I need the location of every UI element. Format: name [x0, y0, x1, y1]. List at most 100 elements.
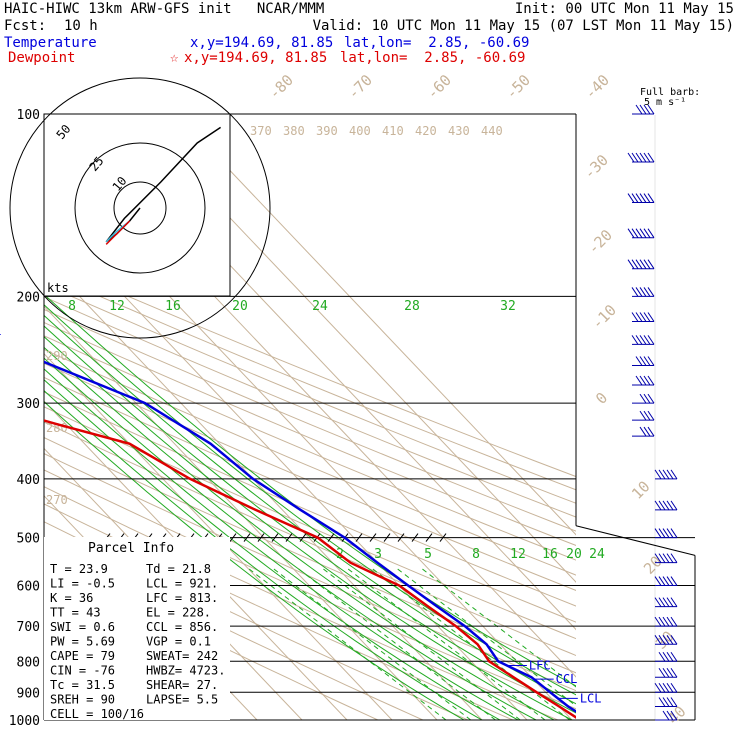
wind-barb-flag — [647, 426, 655, 437]
wind-barb-flag — [654, 500, 662, 511]
wind-barb-flag — [647, 152, 655, 163]
pressure-axis: 100 200 300 400 500 600 700 800 900 1000 — [9, 108, 40, 729]
dewpoint-latlon: lat,lon= 2.85, -60.69 — [340, 50, 526, 66]
wind-barb-flag — [631, 228, 639, 238]
mixing-ratio-line — [419, 567, 576, 688]
wind-barb-flag — [631, 287, 639, 297]
wind-barb-flag — [666, 710, 674, 721]
tick-hatch — [425, 533, 433, 542]
right-slant — [575, 525, 696, 556]
isotherm-label-right: -10 — [588, 301, 620, 333]
dry-adiabat — [44, 296, 576, 518]
wind-barb-flag — [666, 682, 674, 693]
mixing-ratio-label: 24 — [589, 547, 605, 562]
theta-label: 400 — [349, 124, 371, 138]
wind-barb-flag — [643, 426, 651, 437]
wind-barb-flag — [658, 667, 666, 678]
isotherm-label-top: -80 — [265, 71, 297, 103]
theta-label: 390 — [316, 124, 338, 138]
dry-adiabat — [44, 376, 576, 607]
parcel-info-left: TT = 43 — [50, 606, 101, 620]
isotherm-label-top: -40 — [581, 71, 613, 103]
tick-hatch — [257, 533, 265, 542]
wind-barb-flag — [639, 259, 647, 269]
tick-hatch — [285, 533, 293, 542]
tick-hatch — [439, 533, 447, 542]
parcel-info-left: T = 23.9 — [50, 562, 108, 576]
theta-label: 440 — [481, 124, 503, 138]
wind-barb-flag — [670, 710, 678, 721]
tick-hatch — [383, 533, 391, 542]
wind-barb-flag — [670, 469, 678, 480]
moist-adiabat-label: 32 — [500, 299, 516, 314]
theta-label: 420 — [415, 124, 437, 138]
wind-barb-flag — [635, 259, 643, 269]
theta-label: 370 — [250, 124, 272, 138]
wind-barb-flag — [658, 616, 666, 627]
wind-barb-flag — [666, 635, 674, 645]
wind-barb-flag — [662, 651, 670, 662]
parcel-info-left: Tc = 31.5 — [50, 678, 115, 692]
wind-barb-flag — [647, 104, 655, 115]
isotherm-label-right: -20 — [584, 226, 616, 258]
mixing-ratio-label: 3 — [374, 547, 382, 562]
wind-barb-flag — [662, 635, 670, 645]
wind-barb-flag — [670, 682, 678, 693]
moist-adiabat-label: 20 — [232, 299, 248, 314]
parcel-info-right: LFC = 813. — [146, 591, 218, 605]
wind-barb-flag — [670, 576, 678, 586]
header-init: Init: 00 UTC Mon 11 May 15 — [514, 1, 734, 17]
parcel-info-right: EL = 228. — [146, 606, 211, 620]
mixing-ratio-line — [296, 567, 496, 720]
pressure-tick-label: 800 — [17, 655, 40, 670]
parcel-info-left: LI = -0.5 — [50, 577, 115, 591]
dry-adiabat — [44, 321, 576, 546]
tick-hatch — [397, 533, 405, 542]
pressure-tick-label: 200 — [17, 290, 40, 305]
wind-barb-flag — [639, 193, 647, 203]
parcel-box-bg — [44, 537, 230, 720]
mixing-ratio-label: 16 — [542, 547, 558, 562]
wind-barb-flag — [639, 312, 647, 322]
wind-barb-flag — [643, 410, 651, 421]
wind-barb-flag — [639, 356, 647, 366]
wind-barb-flag — [654, 635, 662, 645]
dry-adiabat — [44, 469, 576, 710]
dewpoint-xy: x,y=194.69, 81.85 — [184, 50, 328, 66]
dry-adiabat — [44, 335, 576, 561]
isotherm-label-right: 0 — [592, 389, 611, 408]
wind-barb-flag — [666, 576, 674, 586]
hodograph-ring — [113, 181, 167, 235]
theta-left-label: 290 — [46, 349, 68, 363]
parcel-info-left: CAPE = 79 — [50, 649, 115, 663]
wind-barb-flag — [643, 393, 651, 404]
moist-adiabat-label: 16 — [165, 299, 181, 314]
pressure-tick-label: 300 — [17, 397, 40, 412]
wind-barb-flag — [631, 152, 639, 163]
wind-barb-flag — [658, 500, 666, 511]
wind-barb-flag — [654, 616, 662, 627]
wind-barb-flag — [635, 228, 643, 238]
wind-barb-flag — [670, 500, 678, 511]
wind-barb-flag — [658, 553, 666, 563]
wind-barb-flag — [635, 312, 643, 322]
wind-barb-flag — [662, 553, 670, 563]
isotherm-line — [44, 305, 438, 720]
wind-barb-flag — [639, 228, 647, 238]
mixing-ratio-line — [271, 567, 472, 720]
wind-barb-flag — [658, 635, 666, 645]
parcel-info-right: LAPSE= 5.5 — [146, 693, 218, 707]
pressure-tick-label: 1000 — [9, 714, 40, 729]
temperature-profile — [44, 360, 576, 713]
wind-barb-flag — [647, 335, 655, 345]
pressure-tick-label: 700 — [17, 620, 40, 635]
isotherm-label-right: -30 — [580, 151, 612, 183]
wind-barb-flag — [658, 597, 666, 607]
wind-barb-flag — [643, 335, 651, 345]
header-fcst-label: Fcst: — [4, 18, 47, 34]
wind-barb-flag — [666, 553, 674, 563]
wind-barb-flag — [643, 312, 651, 322]
isotherm-label-top: -50 — [502, 71, 534, 103]
